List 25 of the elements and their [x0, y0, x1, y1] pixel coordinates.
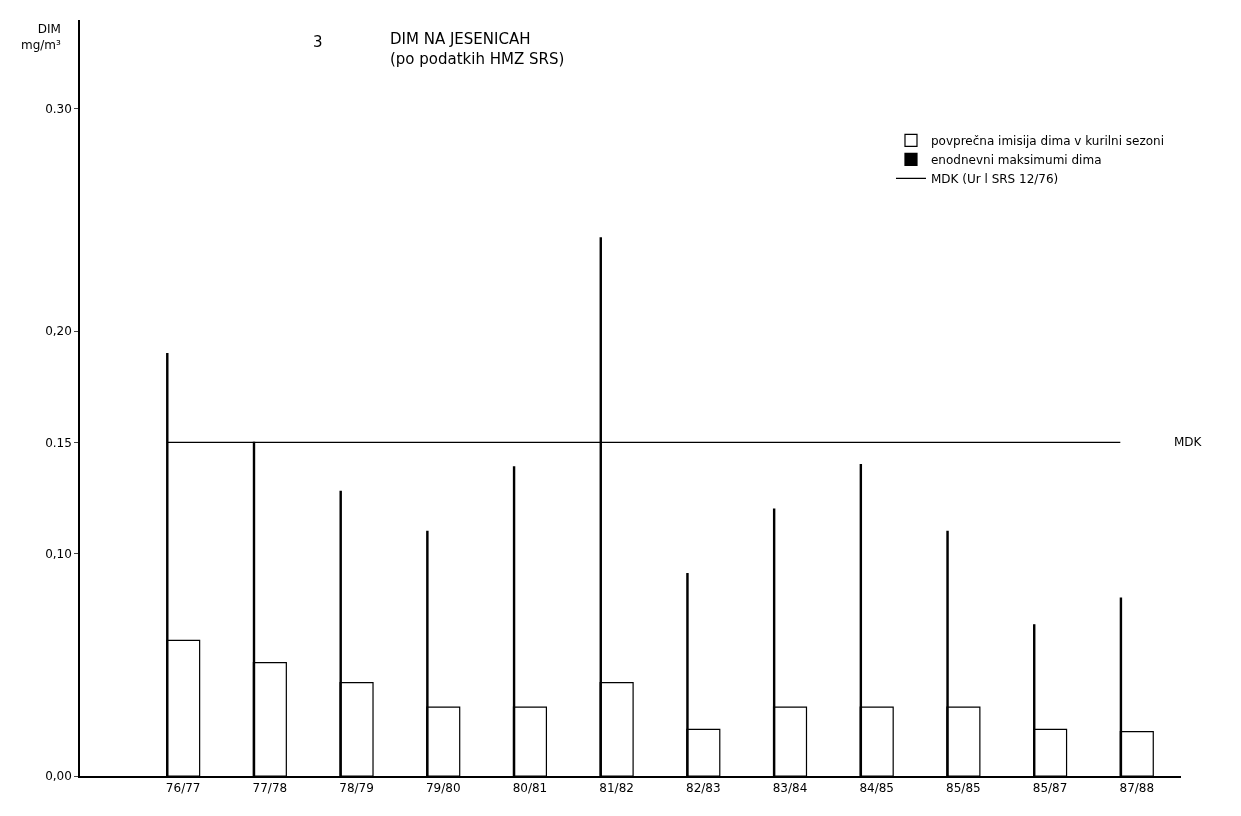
text: (po podatkih HMZ SRS) — [390, 49, 565, 68]
x-tick-label: 76/77 — [165, 781, 201, 796]
y-tick-label: 0,20 — [45, 324, 72, 339]
y-tick-label: 0,10 — [45, 546, 72, 561]
x-tick-label: 82/83 — [686, 781, 721, 796]
x-tick-label: 79/80 — [425, 781, 461, 796]
x-tick-label: 85/87 — [1032, 781, 1068, 796]
x-tick-label: 85/85 — [946, 781, 981, 796]
x-tick-label: 84/85 — [859, 781, 895, 796]
y-tick-label: 0.15 — [45, 435, 72, 450]
y-axis-title: DIM mg/m³ — [21, 22, 62, 52]
text: DIM NA JESENICAH — [390, 30, 531, 48]
x-tick-label: 87/88 — [1119, 781, 1155, 796]
x-tick-label: 78/79 — [339, 781, 374, 796]
x-tick-label: 77/78 — [252, 781, 288, 796]
legend-label: povprečna imisija dima v kurilni sezoni — [930, 134, 1165, 149]
x-tick-label: 80/81 — [512, 781, 548, 796]
legend-label: enodnevni maksimumi dima — [930, 153, 1102, 168]
x-tick-label: 81/82 — [599, 781, 634, 796]
y-tick-label: 0.30 — [45, 102, 72, 117]
annotation: MDK — [1174, 435, 1203, 449]
y-tick-label: 0,00 — [45, 769, 72, 784]
annotation: 3 — [313, 33, 323, 51]
legend-label: MDK (Ur l SRS 12/76) — [930, 172, 1059, 187]
x-tick-label: 83/84 — [772, 781, 808, 796]
